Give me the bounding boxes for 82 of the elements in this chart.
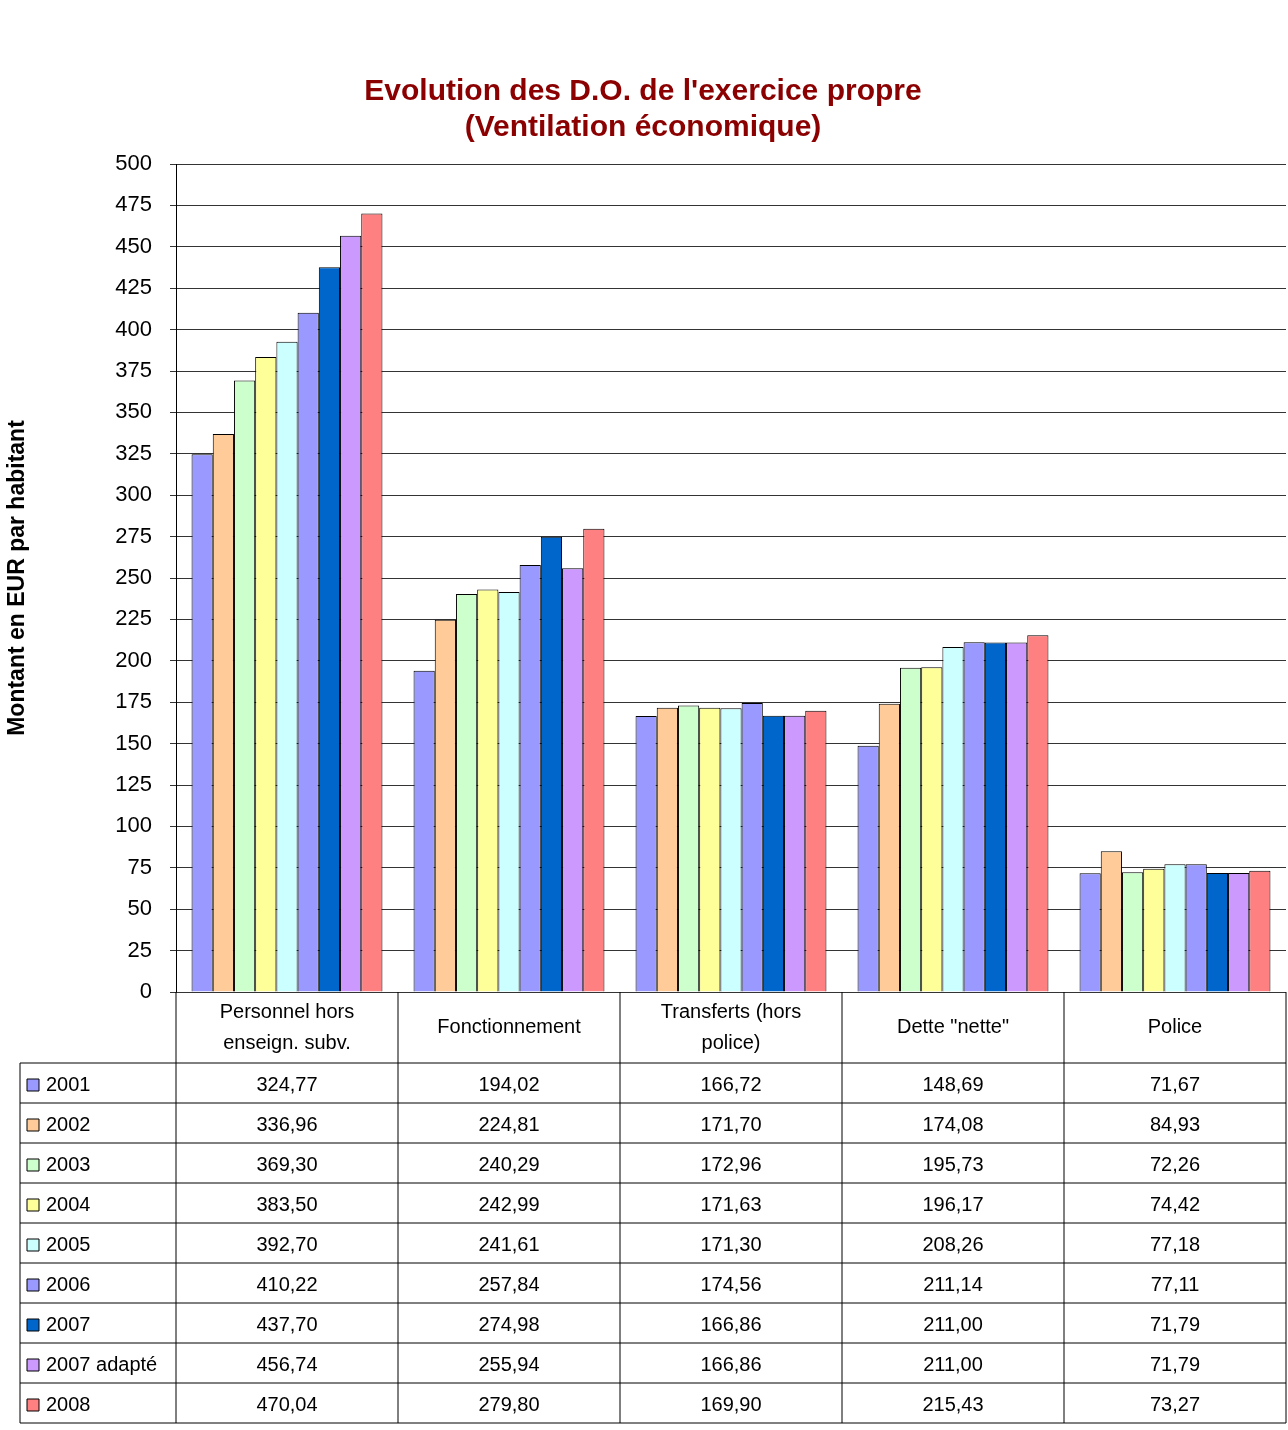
y-tick-label: 450: [115, 232, 152, 258]
legend-label: 2001: [46, 1072, 91, 1095]
legend-label: 2007: [46, 1312, 91, 1335]
data-label: 279,80: [478, 1392, 540, 1415]
data-label: 174,08: [922, 1112, 984, 1135]
y-tick-label: 500: [115, 150, 152, 176]
data-label: 470,04: [256, 1392, 318, 1415]
data-label: 240,29: [478, 1152, 540, 1175]
data-label: 211,14: [923, 1272, 983, 1295]
x-tick-label: Dette "nette": [896, 1015, 1010, 1038]
data-label: 84,93: [1149, 1112, 1201, 1135]
y-tick-label: 475: [115, 191, 152, 217]
data-label: 336,96: [256, 1112, 318, 1135]
data-label: 369,30: [256, 1152, 318, 1175]
data-label: 224,81: [478, 1112, 540, 1135]
data-label: 392,70: [256, 1232, 318, 1255]
y-tick-label: 200: [115, 646, 152, 672]
x-tick-label: Fonctionnement: [437, 1015, 582, 1038]
data-label: 72,26: [1149, 1152, 1201, 1175]
legend-label: 2008: [46, 1392, 91, 1415]
y-tick-label: 25: [127, 936, 152, 962]
y-tick-label: 175: [115, 688, 152, 714]
data-label: 74,42: [1149, 1192, 1201, 1215]
data-label: 194,02: [478, 1072, 540, 1095]
data-label: 195,73: [922, 1152, 984, 1175]
x-tick-label: Transferts (hors police): [660, 999, 802, 1053]
data-label: 77,18: [1149, 1232, 1201, 1255]
data-label: 166,72: [700, 1072, 762, 1095]
y-tick-label: 325: [115, 439, 152, 465]
x-tick-label: Personnel hors enseign. subv.: [219, 999, 355, 1053]
data-label: 211,00: [923, 1352, 983, 1375]
data-label: 211,00: [923, 1312, 983, 1335]
y-tick-label: 400: [115, 315, 152, 341]
legend-label: 2005: [46, 1232, 91, 1255]
y-tick-label: 350: [115, 398, 152, 424]
data-label: 174,56: [700, 1272, 762, 1295]
y-axis-title: Montant en EUR par habitant: [3, 419, 30, 736]
legend-label: 2003: [46, 1152, 91, 1175]
y-tick-label: 250: [115, 564, 152, 590]
y-tick-label: 125: [115, 771, 152, 797]
data-label: 255,94: [478, 1352, 540, 1375]
y-tick-label: 75: [127, 853, 152, 879]
legend-label: 2006: [46, 1272, 91, 1295]
data-label: 169,90: [700, 1392, 762, 1415]
y-tick-label: 275: [115, 522, 152, 548]
data-label: 410,22: [256, 1272, 318, 1295]
data-label: 196,17: [922, 1192, 984, 1215]
data-label: 257,84: [478, 1272, 540, 1295]
y-tick-label: 100: [115, 812, 152, 838]
data-label: 241,61: [478, 1232, 540, 1255]
legend-label: 2004: [46, 1192, 91, 1215]
data-label: 274,98: [478, 1312, 540, 1335]
chart-title: Evolution des D.O. de l'exercice propre (Ventilation économique): [364, 73, 922, 143]
data-label: 77,11: [1150, 1272, 1200, 1295]
y-tick-label: 425: [115, 274, 152, 300]
data-label: 73,27: [1149, 1392, 1201, 1415]
data-label: 71,79: [1149, 1312, 1201, 1335]
legend-label: 2007 adapté: [46, 1352, 158, 1375]
y-tick-label: 300: [115, 481, 152, 507]
y-tick-label: 150: [115, 729, 152, 755]
data-label: 456,74: [256, 1352, 318, 1375]
data-label: 208,26: [922, 1232, 984, 1255]
data-label: 71,67: [1149, 1072, 1201, 1095]
y-tick-label: 50: [127, 895, 152, 921]
data-label: 215,43: [922, 1392, 984, 1415]
y-tick-label: 375: [115, 357, 152, 383]
data-label: 171,30: [700, 1232, 762, 1255]
data-label: 242,99: [478, 1192, 540, 1215]
data-label: 172,96: [700, 1152, 762, 1175]
data-label: 171,63: [700, 1192, 762, 1215]
data-label: 437,70: [256, 1312, 318, 1335]
data-label: 71,79: [1149, 1352, 1201, 1375]
x-tick-label: Police: [1147, 1015, 1203, 1038]
data-label: 324,77: [256, 1072, 318, 1095]
y-tick-label: 225: [115, 605, 152, 631]
data-label: 166,86: [700, 1312, 762, 1335]
data-label: 148,69: [922, 1072, 984, 1095]
data-label: 166,86: [700, 1352, 762, 1375]
legend-label: 2002: [46, 1112, 91, 1135]
data-label: 171,70: [700, 1112, 762, 1135]
data-label: 383,50: [256, 1192, 318, 1215]
y-tick-label: 0: [139, 978, 152, 1004]
